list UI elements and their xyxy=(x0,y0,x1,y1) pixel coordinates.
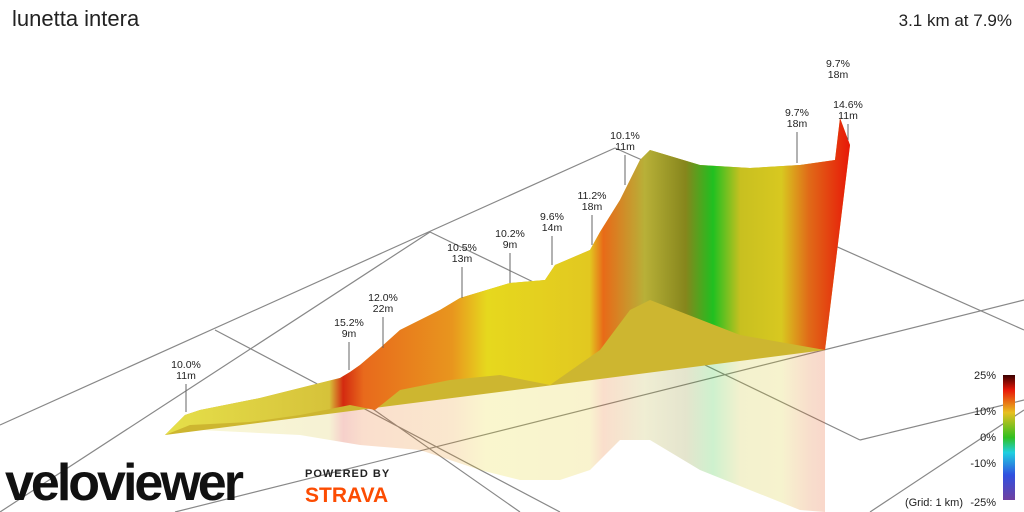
annotation-grade: 12.0% xyxy=(368,292,398,304)
annotation-length: 11m xyxy=(615,141,635,153)
legend-label: -25% xyxy=(970,497,996,509)
annotation-length: 18m xyxy=(787,118,808,130)
logo: veloviewer xyxy=(5,454,244,512)
annotation-grade: 10.1% xyxy=(610,130,640,142)
annotation-grade: 9.7% xyxy=(826,58,850,70)
annotation-grade: 9.6% xyxy=(540,211,564,223)
legend-label: 0% xyxy=(980,432,996,444)
annotation-length: 9m xyxy=(503,239,518,251)
annotation-length: 22m xyxy=(373,303,394,315)
annotation-grade: 10.5% xyxy=(447,242,477,254)
strava: STRAVA xyxy=(305,484,388,507)
annotation-length: 18m xyxy=(828,69,849,81)
title: lunetta intera xyxy=(12,6,140,31)
annotation-grade: 15.2% xyxy=(334,317,364,329)
profile-front xyxy=(165,118,850,435)
summary: 3.1 km at 7.9% xyxy=(899,11,1012,30)
legend-label: 10% xyxy=(974,406,996,418)
annotation-length: 13m xyxy=(452,253,473,265)
annotation-length: 11m xyxy=(176,370,196,382)
powered-by: POWERED BY xyxy=(305,468,390,480)
logo-text: veloviewer xyxy=(5,454,244,512)
annotation-length: 9m xyxy=(342,328,357,340)
annotation-length: 18m xyxy=(582,201,603,213)
legend-label: 25% xyxy=(974,370,996,382)
annotation-grade: 9.7% xyxy=(785,107,809,119)
legend-bar xyxy=(1003,375,1015,500)
annotation-grade: 10.0% xyxy=(171,359,201,371)
legend-label: -10% xyxy=(970,458,996,470)
grid-note: (Grid: 1 km) xyxy=(905,497,963,509)
annotation-grade: 10.2% xyxy=(495,228,525,240)
annotations: 10.0%11m15.2%9m12.0%22m10.5%13m10.2%9m9.… xyxy=(171,58,863,412)
annotation-grade: 14.6% xyxy=(833,99,863,111)
annotation-length: 14m xyxy=(542,222,563,234)
annotation-grade: 11.2% xyxy=(578,190,607,202)
annotation-length: 11m xyxy=(838,110,858,122)
